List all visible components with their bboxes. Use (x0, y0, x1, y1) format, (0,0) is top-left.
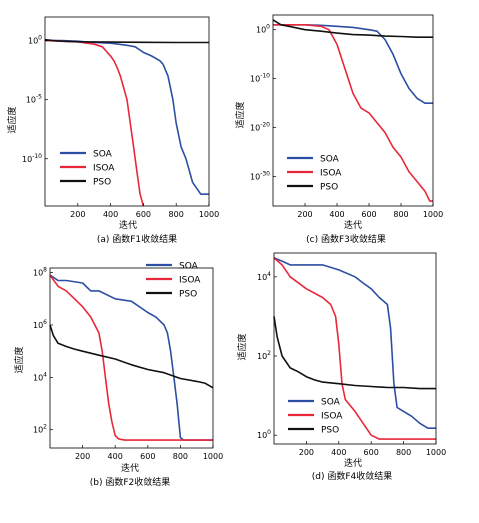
chart-panel-f1: 200 400 600 800 1000 100 10-5 10-10 SOA ISOA PSO 迭代… (6, 16, 219, 245)
chart-caption: (c) 函数F3收敛结果 (306, 233, 386, 245)
series-line-isoa (44, 39, 145, 207)
legend-label-isoa: ISOA (179, 276, 201, 286)
chart-caption: (a) 函数F1收敛结果 (97, 233, 177, 245)
series-line-pso (44, 38, 209, 44)
y-tick-label: 10-10 (250, 73, 270, 84)
y-tick-label: 104 (257, 271, 271, 282)
x-tick-label: 800 (393, 210, 408, 219)
x-tick-label: 600 (364, 448, 379, 457)
plot-frame (273, 252, 437, 445)
legend-label-pso: PSO (321, 426, 339, 436)
y-tick-label: 100 (256, 24, 270, 35)
y-tick-label: 102 (257, 350, 271, 361)
x-tick-label: 1000 (203, 452, 223, 461)
plot-frame (44, 16, 210, 207)
y-tick-label: 10-30 (250, 171, 270, 182)
x-tick-label: 600 (140, 452, 155, 461)
plot-frame (49, 267, 214, 449)
x-tick-label: 200 (70, 210, 85, 219)
y-tick-label: 102 (33, 424, 47, 435)
x-axis-label: 迭代 (121, 462, 139, 474)
x-tick-label: 400 (108, 452, 123, 461)
legend-label-isoa: ISOA (93, 164, 115, 174)
y-tick-label: 100 (257, 429, 271, 440)
x-tick-label: 400 (331, 448, 346, 457)
x-tick-label: 400 (103, 210, 118, 219)
series-line-soa (273, 257, 436, 430)
plot-frame (272, 14, 434, 207)
legend-label-isoa: ISOA (320, 169, 342, 179)
chart-caption: (b) 函数F2收敛结果 (90, 476, 171, 488)
y-tick-label: 106 (33, 319, 47, 330)
legend-label-soa: SOA (179, 262, 199, 272)
y-tick-label: 100 (28, 35, 42, 46)
x-tick-label: 800 (173, 452, 188, 461)
y-axis-label: 适应度 (6, 106, 18, 133)
y-tick-label: 10-20 (250, 122, 270, 133)
x-tick-label: 600 (136, 210, 151, 219)
x-tick-label: 1000 (423, 210, 443, 219)
x-axis-label: 迭代 (344, 457, 362, 469)
legend-label-pso: PSO (179, 290, 197, 300)
series-line-isoa (273, 257, 436, 440)
series-line-isoa (273, 23, 433, 202)
x-tick-label: 400 (329, 210, 344, 219)
y-axis-label: 适应度 (13, 346, 25, 373)
legend-label-pso: PSO (93, 178, 111, 188)
chart-panel-f2: 200 400 600 800 1000 108 106 104 102 SOA ISOA PSO 迭代… (13, 262, 223, 489)
series-line-pso (273, 316, 436, 390)
legend-label-pso: PSO (320, 183, 338, 193)
x-tick-label: 200 (299, 448, 314, 457)
x-tick-label: 1000 (199, 210, 219, 219)
y-tick-label: 104 (33, 371, 47, 382)
series-line-pso (49, 324, 214, 389)
chart-caption: (d) 函数F4收敛结果 (312, 470, 393, 482)
chart-panel-f3: 200 400 600 800 1000 100 10-10 10-20 10-30 SOA ISO… (234, 14, 443, 245)
series-line-isoa (49, 274, 213, 441)
x-tick-label: 200 (297, 210, 312, 219)
y-axis-label: 适应度 (234, 101, 246, 128)
chart-panel-f4: 200 400 600 800 1000 104 102 100 SOA ISOA PSO 迭代 适应度… (236, 252, 446, 482)
x-tick-label: 800 (396, 448, 411, 457)
x-axis-label: 迭代 (344, 219, 362, 231)
y-tick-label: 10-5 (26, 94, 42, 105)
x-tick-label: 800 (169, 210, 184, 219)
legend-label-isoa: ISOA (321, 412, 343, 422)
y-tick-label: 10-10 (22, 153, 42, 164)
x-tick-label: 200 (75, 452, 90, 461)
legend-label-soa: SOA (320, 155, 340, 165)
x-tick-label: 600 (361, 210, 376, 219)
series-line-soa (45, 39, 209, 195)
series-line-pso (272, 19, 433, 39)
y-tick-label: 108 (33, 267, 47, 278)
legend-label-soa: SOA (93, 150, 113, 160)
series-line-soa (49, 274, 213, 441)
legend-label-soa: SOA (321, 398, 341, 408)
x-tick-label: 1000 (426, 448, 446, 457)
y-axis-label: 适应度 (236, 333, 248, 360)
x-axis-label: 迭代 (119, 219, 137, 231)
